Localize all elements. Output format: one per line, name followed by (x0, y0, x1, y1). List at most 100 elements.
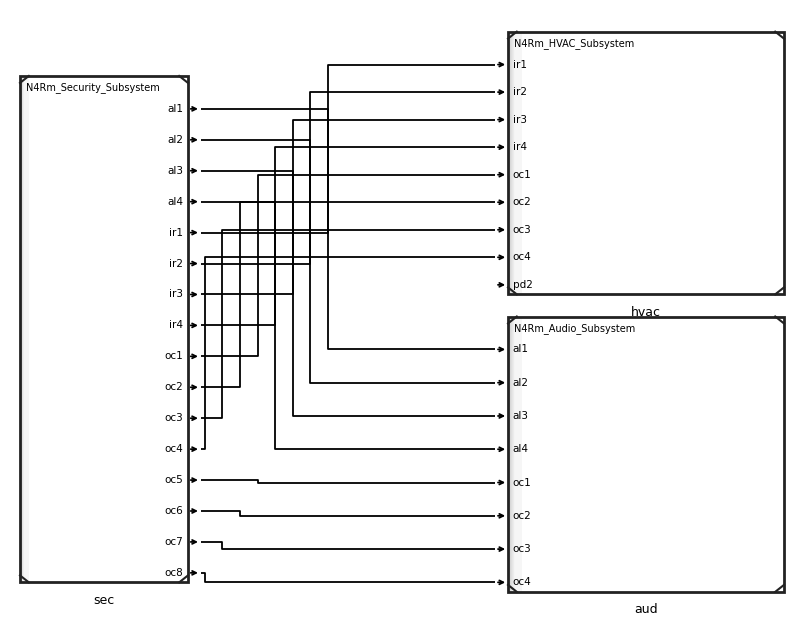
Bar (514, 316, 521, 592)
Bar (21, 76, 26, 582)
Bar (20, 76, 25, 582)
Text: al2: al2 (167, 135, 183, 145)
Bar (510, 316, 518, 592)
Bar (513, 32, 521, 294)
Bar (514, 316, 522, 592)
Bar (22, 76, 27, 582)
Bar (509, 316, 516, 592)
Bar (510, 32, 517, 294)
Bar (511, 316, 518, 592)
Bar (509, 316, 516, 592)
Text: al4: al4 (513, 444, 529, 454)
Bar (510, 32, 518, 294)
Bar (514, 316, 522, 592)
Bar (514, 32, 522, 294)
Bar (20, 76, 26, 582)
Text: ir3: ir3 (170, 289, 183, 299)
Text: oc8: oc8 (165, 568, 183, 578)
Bar (23, 76, 29, 582)
Bar (512, 32, 520, 294)
Bar (512, 32, 520, 294)
Bar (513, 32, 520, 294)
Bar (512, 316, 520, 592)
Bar (509, 32, 516, 294)
Bar (508, 32, 516, 294)
Bar (510, 316, 518, 592)
Bar (22, 76, 27, 582)
Bar (510, 32, 518, 294)
Text: ir3: ir3 (513, 115, 526, 125)
Bar (20, 76, 26, 582)
Bar (514, 32, 522, 294)
Bar (508, 32, 784, 294)
Bar (22, 76, 27, 582)
Bar (510, 316, 517, 592)
Bar (23, 76, 28, 582)
Bar (510, 32, 518, 294)
Bar (514, 316, 522, 592)
Bar (514, 316, 522, 592)
Bar (514, 32, 522, 294)
Bar (512, 32, 519, 294)
Bar (22, 76, 26, 582)
Bar (512, 32, 520, 294)
Bar (513, 316, 521, 592)
Bar (510, 316, 518, 592)
Text: oc4: oc4 (165, 444, 183, 454)
Bar (508, 316, 516, 592)
Text: oc2: oc2 (513, 511, 531, 521)
Bar (22, 76, 26, 582)
Text: oc4: oc4 (513, 577, 531, 587)
Text: al1: al1 (513, 344, 529, 354)
Bar (512, 32, 519, 294)
Text: N4Rm_Audio_Subsystem: N4Rm_Audio_Subsystem (514, 323, 636, 334)
Bar (22, 76, 26, 582)
Bar (21, 76, 26, 582)
Bar (511, 32, 519, 294)
Bar (510, 316, 518, 592)
Text: oc7: oc7 (165, 537, 183, 547)
Text: N4Rm_Security_Subsystem: N4Rm_Security_Subsystem (26, 82, 160, 93)
Bar (513, 32, 521, 294)
Bar (21, 76, 26, 582)
Bar (514, 32, 522, 294)
Text: hvac: hvac (631, 306, 661, 319)
Bar (23, 76, 28, 582)
Text: al1: al1 (167, 104, 183, 114)
Bar (513, 32, 521, 294)
Bar (510, 316, 518, 592)
Bar (508, 32, 516, 294)
Text: ir1: ir1 (170, 228, 183, 237)
Bar (510, 316, 517, 592)
Text: oc4: oc4 (513, 253, 531, 262)
Bar (508, 32, 516, 294)
Bar (22, 76, 28, 582)
Bar (22, 76, 27, 582)
Bar (514, 316, 522, 592)
Bar (510, 316, 518, 592)
Bar (511, 316, 519, 592)
Bar (21, 76, 26, 582)
Bar (23, 76, 28, 582)
Text: ir2: ir2 (513, 87, 526, 97)
Text: sec: sec (94, 594, 114, 607)
Bar (514, 316, 522, 592)
Bar (21, 76, 26, 582)
Bar (511, 32, 519, 294)
Bar (513, 316, 521, 592)
Text: aud: aud (634, 603, 658, 617)
Bar (23, 76, 28, 582)
Bar (510, 32, 518, 294)
Bar (511, 316, 519, 592)
Bar (511, 32, 518, 294)
Bar (20, 76, 188, 582)
Bar (511, 32, 519, 294)
Bar (513, 316, 521, 592)
Bar (508, 316, 784, 592)
Bar (23, 76, 28, 582)
Bar (508, 316, 516, 592)
Bar (24, 76, 29, 582)
Bar (24, 76, 29, 582)
Text: ir2: ir2 (170, 258, 183, 268)
Text: oc2: oc2 (165, 382, 183, 392)
